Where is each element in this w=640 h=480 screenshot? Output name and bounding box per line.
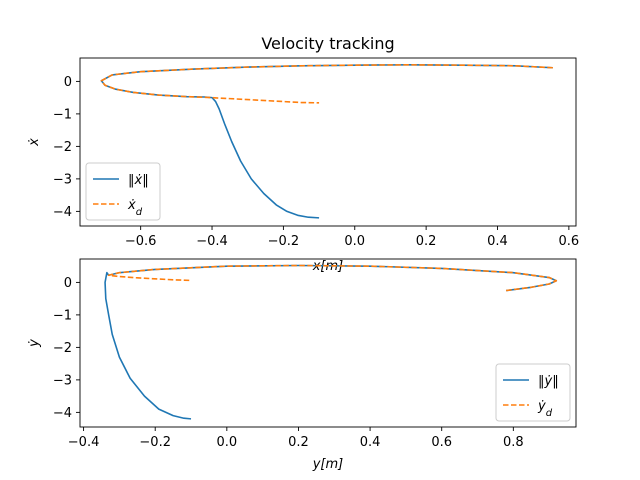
y-tick-label: 0: [64, 75, 72, 90]
x-tick-label: 0.4: [360, 435, 381, 450]
bottom-plot-frame: [79, 258, 577, 428]
series-line-desired: [107, 264, 558, 292]
bottom-legend: ‖ẏ‖ ẏd: [495, 363, 571, 422]
x-tick-label: 0.6: [431, 435, 452, 450]
y-axis-label: ẏ: [27, 339, 42, 348]
series-line-desired: [100, 64, 553, 104]
x-tick-label: −0.4: [196, 234, 228, 249]
legend-label: ‖ẋ‖: [128, 173, 149, 188]
y-tick-label: −1: [53, 308, 72, 323]
x-tick-label: −0.4: [68, 435, 100, 450]
x-tick-label: −0.2: [268, 234, 300, 249]
y-tick-label: −1: [53, 107, 72, 122]
y-tick-label: −3: [53, 172, 72, 187]
x-tick-label: 0.6: [559, 234, 580, 249]
legend-label: ẏd: [537, 399, 553, 419]
y-tick-label: 0: [64, 276, 72, 291]
chart-title: Velocity tracking: [261, 34, 394, 53]
x-tick-label: 0.2: [288, 435, 309, 450]
x-tick-label: 0.4: [487, 234, 508, 249]
bottom-subplot: y[m] ẏ −0.4 −0.2 0.0 0.2 0.4 0.6 0.80−1−2−3−4 …: [27, 258, 577, 472]
y-tick-label: −2: [53, 140, 72, 155]
x-tick-label: −0.6: [125, 234, 157, 249]
x-tick-label: 0.8: [503, 435, 524, 450]
legend-label: ẋd: [127, 198, 143, 218]
y-axis-label: ẋ: [27, 138, 42, 147]
y-tick-label: −2: [53, 341, 72, 356]
top-legend: ‖ẋ‖ ẋd: [85, 162, 161, 221]
x-tick-label: 0.2: [416, 234, 437, 249]
legend-label: ‖ẏ‖: [538, 374, 559, 389]
legend-box: [495, 363, 571, 422]
top-subplot: Velocity tracking x[m] ẋ −0.6 −0.4 −0.2 0.0…: [27, 34, 579, 274]
x-tick-label: 0.0: [344, 234, 365, 249]
x-tick-label: −0.2: [139, 435, 171, 450]
y-tick-label: −4: [53, 205, 72, 220]
y-tick-label: −3: [53, 373, 72, 388]
y-tick-label: −4: [53, 406, 72, 421]
legend-box: [85, 162, 161, 221]
x-axis-label: y[m]: [312, 457, 344, 472]
top-plot-frame: [79, 57, 577, 227]
x-tick-label: 0.0: [216, 435, 237, 450]
